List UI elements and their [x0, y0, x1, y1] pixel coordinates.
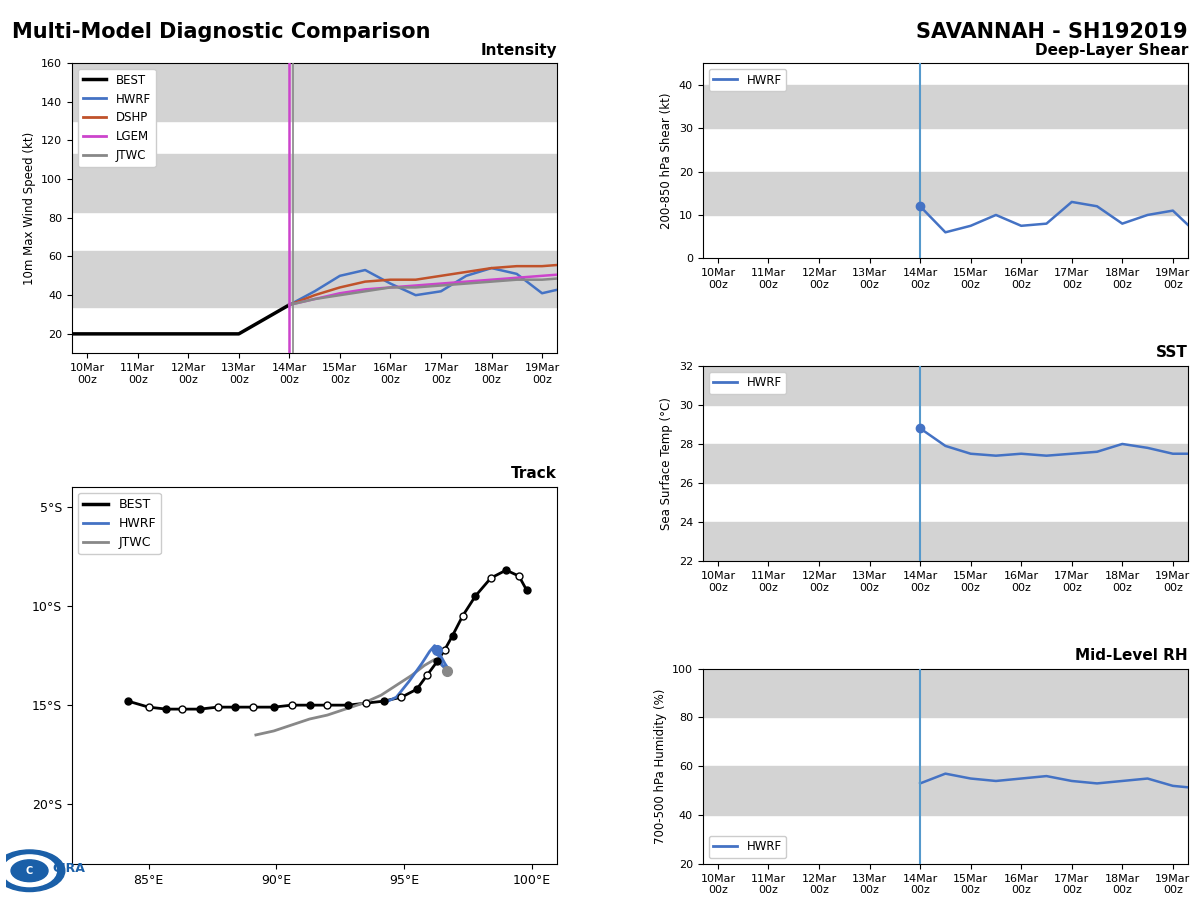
Bar	[703, 522, 1188, 562]
Text: SST: SST	[1156, 346, 1188, 361]
Bar	[72, 154, 557, 212]
Bar	[72, 63, 557, 121]
Legend: HWRF: HWRF	[709, 372, 786, 394]
Circle shape	[11, 860, 48, 882]
Y-axis label: Sea Surface Temp (°C): Sea Surface Temp (°C)	[660, 397, 673, 530]
Bar	[703, 365, 1188, 405]
Text: Deep-Layer Shear: Deep-Layer Shear	[1034, 42, 1188, 58]
Y-axis label: 200-850 hPa Shear (kt): 200-850 hPa Shear (kt)	[660, 93, 673, 229]
Text: Track: Track	[511, 466, 557, 482]
Text: CIRA: CIRA	[53, 862, 85, 875]
Legend: BEST, HWRF, DSHP, LGEM, JTWC: BEST, HWRF, DSHP, LGEM, JTWC	[78, 69, 156, 167]
Bar	[72, 251, 557, 307]
Text: C: C	[26, 866, 34, 876]
Legend: HWRF: HWRF	[709, 836, 786, 858]
Y-axis label: 10m Max Wind Speed (kt): 10m Max Wind Speed (kt)	[23, 131, 36, 284]
Bar	[703, 85, 1188, 128]
Legend: HWRF: HWRF	[709, 69, 786, 91]
Circle shape	[2, 855, 56, 886]
Text: Multi-Model Diagnostic Comparison: Multi-Model Diagnostic Comparison	[12, 22, 431, 42]
Y-axis label: 700-500 hPa Humidity (%): 700-500 hPa Humidity (%)	[654, 688, 666, 844]
Bar	[703, 766, 1188, 815]
Legend: BEST, HWRF, JTWC: BEST, HWRF, JTWC	[78, 493, 161, 554]
Circle shape	[0, 850, 65, 892]
Bar	[703, 669, 1188, 717]
Text: Mid-Level RH: Mid-Level RH	[1075, 648, 1188, 663]
Text: Intensity: Intensity	[480, 42, 557, 58]
Text: SAVANNAH - SH192019: SAVANNAH - SH192019	[917, 22, 1188, 42]
Bar	[703, 444, 1188, 483]
Bar	[703, 172, 1188, 215]
